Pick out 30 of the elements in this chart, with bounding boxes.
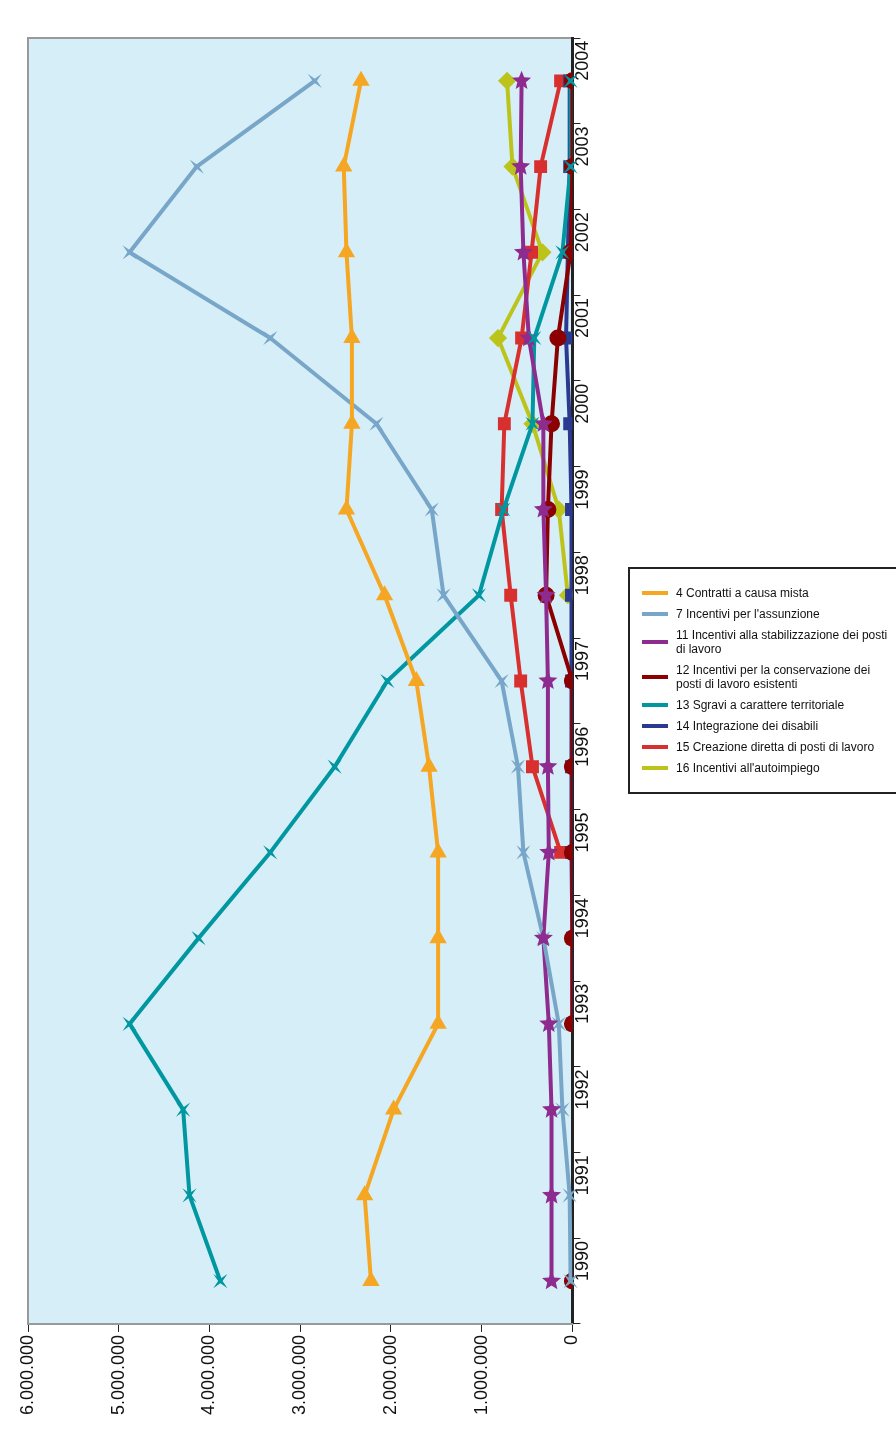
y-tick-label: 1991	[572, 1155, 593, 1196]
y-tick-label: 2004	[572, 40, 593, 81]
y-tick-label: 2002	[572, 212, 593, 253]
y-tick-label: 1990	[572, 1241, 593, 1282]
x-tick-label: 2.000.000	[379, 1334, 400, 1415]
x-tick-label: 4.000.000	[198, 1334, 219, 1415]
y-tick-label: 1993	[572, 983, 593, 1024]
legend-label: 12 Incentivi per la conservazione dei posti di lavoro esistenti	[676, 663, 872, 692]
legend-label: 11 Incentivi alla stabilizzazione dei posti di lavoro	[676, 628, 889, 657]
y-tick-label: 1995	[572, 812, 593, 853]
x-tick-label: 6.000.000	[16, 1334, 37, 1415]
y-tick-label: 2001	[572, 298, 593, 339]
x-tick-label: 3.000.000	[289, 1334, 310, 1415]
y-tick-label: 1997	[572, 640, 593, 681]
y-tick-label: 2000	[572, 383, 593, 424]
legend-label: 13 Sgravi a carattere territoriale	[676, 698, 845, 713]
legend-label: 4 Contratti a causa mista	[676, 586, 809, 601]
legend-label: 15 Creazione diretta di posti di lavoro	[676, 740, 875, 755]
y-tick-label: 1996	[572, 726, 593, 767]
legend-label: 14 Integrazione dei disabili	[676, 719, 819, 734]
y-tick-label: 1998	[572, 555, 593, 596]
y-tick-label: 1992	[572, 1069, 593, 1110]
y-tick-label: 2003	[572, 126, 593, 167]
y-tick-label: 1994	[572, 898, 593, 939]
x-tick-label: 5.000.000	[107, 1334, 128, 1415]
legend-label: 16 Incentivi all'autoimpiego	[676, 761, 820, 776]
x-tick-label: 1.000.000	[470, 1334, 491, 1415]
x-tick-label: 0	[561, 1334, 582, 1345]
legend-label: 7 Incentivi per l'assunzione	[676, 607, 820, 622]
y-tick-label: 1999	[572, 469, 593, 510]
